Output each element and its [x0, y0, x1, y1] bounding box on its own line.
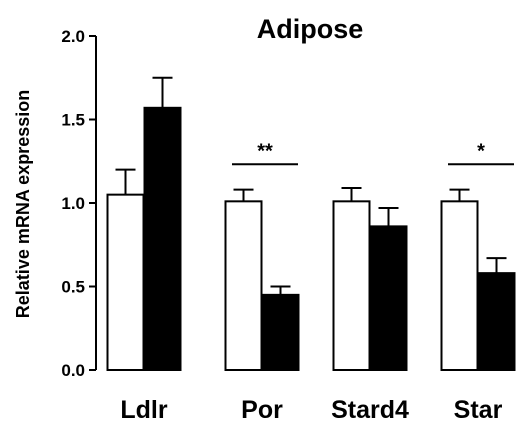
bar-stard4-white [332, 200, 371, 371]
x-category-label: Ldlr [120, 396, 167, 423]
x-category-label: Star [454, 396, 503, 423]
bar-por-black [261, 293, 300, 372]
significance-label: * [477, 140, 485, 162]
bar-por-white [224, 200, 263, 371]
y-tick-label: 1.0 [61, 194, 85, 213]
x-category-label: Por [241, 396, 283, 423]
significance-label: ** [257, 140, 273, 162]
x-category-label: Stard4 [331, 396, 409, 423]
bar-ldlr-white [106, 193, 145, 371]
y-tick-label: 0.0 [61, 361, 85, 380]
bar-star-black [477, 272, 516, 372]
y-tick-label: 0.5 [61, 278, 85, 297]
chart-title: Adipose [257, 14, 364, 44]
y-tick-label: 1.5 [61, 111, 85, 130]
y-tick-label: 2.0 [61, 27, 85, 46]
y-axis-label: Relative mRNA expression [13, 90, 33, 318]
bar-stard4-black [369, 225, 408, 371]
bar-ldlr-black [143, 106, 182, 371]
bar-star-white [440, 200, 479, 371]
